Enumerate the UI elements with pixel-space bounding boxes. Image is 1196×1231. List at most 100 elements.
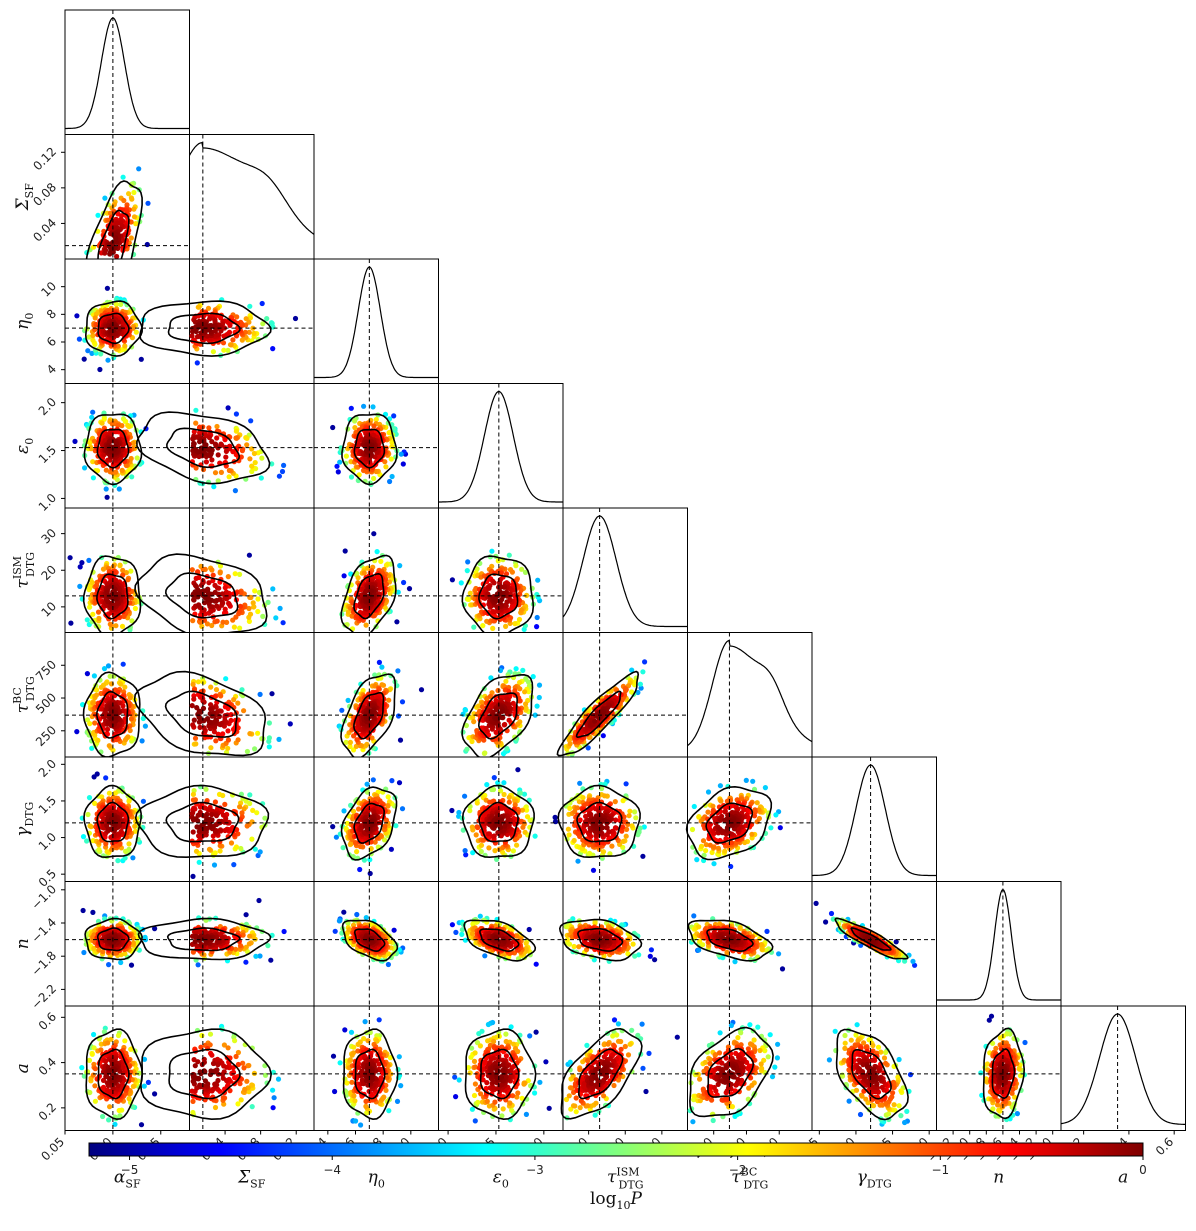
sample-point [237, 571, 243, 578]
sample-point [490, 786, 497, 793]
sample-point [218, 693, 224, 699]
sample-point [145, 200, 151, 206]
sample-point [110, 242, 116, 248]
sample-point [89, 414, 95, 420]
sample-point [101, 666, 108, 672]
sample-point [225, 405, 231, 411]
sample-point [121, 197, 127, 204]
sample-point [523, 701, 529, 707]
sample-point [87, 721, 93, 727]
sample-point [491, 775, 497, 781]
sample-point [212, 470, 219, 476]
sample-point [501, 780, 507, 786]
sample-point [330, 824, 336, 830]
panel-tau_DTG_ISM-vs-eta_0 [313, 507, 439, 639]
sample-point [247, 731, 253, 737]
sample-point [518, 607, 525, 613]
sample-point [343, 453, 349, 459]
sample-point [118, 681, 124, 687]
sample-point [575, 858, 581, 864]
sample-point [231, 697, 237, 703]
contour [166, 427, 241, 469]
sample-point [128, 716, 134, 722]
sample-point [247, 315, 254, 321]
sample-point [219, 442, 225, 448]
sample-point [95, 609, 102, 615]
sample-point [231, 862, 237, 868]
sample-point [200, 326, 206, 332]
sample-point [134, 455, 140, 461]
sample-point [260, 321, 266, 327]
sample-point [356, 472, 362, 478]
sample-point [107, 621, 113, 627]
sample-point [513, 666, 519, 672]
sample-point [113, 469, 119, 475]
sample-point [190, 797, 196, 803]
sample-point [268, 320, 275, 326]
sample-point [191, 717, 197, 723]
sample-point [522, 689, 528, 695]
sample-point [103, 775, 109, 781]
y-tick-label: 2.0 [36, 757, 59, 780]
sample-point [244, 748, 250, 755]
sample-point [577, 817, 583, 823]
sample-point [700, 838, 707, 844]
sample-point [103, 486, 109, 492]
sample-point [133, 329, 139, 335]
sample-point [401, 579, 407, 586]
sample-point [280, 620, 286, 626]
sample-point [689, 826, 696, 833]
sample-point [462, 707, 469, 713]
sample-point [534, 614, 540, 621]
panel-eta_0-vs-eta_0 [313, 258, 439, 384]
sample-point [130, 855, 136, 861]
sample-point [398, 451, 404, 457]
sample-point [190, 436, 196, 442]
sample-point [266, 735, 272, 741]
sample-point [249, 446, 255, 452]
sample-point [246, 329, 252, 335]
sample-point [111, 713, 117, 719]
sample-point [196, 602, 202, 608]
sample-point [223, 676, 229, 682]
sample-point [220, 792, 226, 799]
sample-point [743, 777, 749, 784]
sample-point [707, 842, 713, 848]
sample-point [113, 236, 119, 242]
sample-point [208, 684, 214, 690]
sample-point [195, 324, 201, 330]
sample-point [364, 741, 370, 747]
sample-point [206, 425, 212, 431]
sample-point [361, 570, 367, 576]
sample-point [449, 807, 455, 814]
sample-point [363, 622, 369, 628]
sample-point [467, 808, 473, 814]
sample-point [237, 804, 243, 810]
sample-point [501, 722, 507, 728]
sample-point [126, 191, 132, 197]
sample-point [90, 333, 96, 339]
sample-point [123, 848, 129, 855]
sample-point [190, 722, 196, 728]
sample-point [506, 799, 512, 805]
panel-tau_DTG_ISM-vs-tau_DTG_ISM [562, 507, 688, 633]
sample-point [119, 623, 126, 630]
sample-point [95, 737, 101, 744]
sample-point [86, 557, 92, 564]
sample-point [449, 577, 455, 583]
sample-point [277, 605, 283, 612]
panel-tau_DTG_BC-vs-epsilon_0 [438, 632, 564, 760]
y-tick-label: 10 [38, 599, 59, 620]
sample-point [491, 570, 498, 577]
sample-point [247, 611, 254, 617]
sample-point [127, 695, 133, 701]
sample-point [107, 438, 113, 444]
sample-point [330, 424, 336, 431]
sample-point [495, 558, 501, 564]
sample-point [118, 301, 124, 307]
sample-point [535, 577, 541, 583]
sample-point [522, 829, 528, 835]
sample-point [356, 806, 362, 812]
sample-point [352, 418, 358, 424]
sample-point [536, 682, 543, 688]
